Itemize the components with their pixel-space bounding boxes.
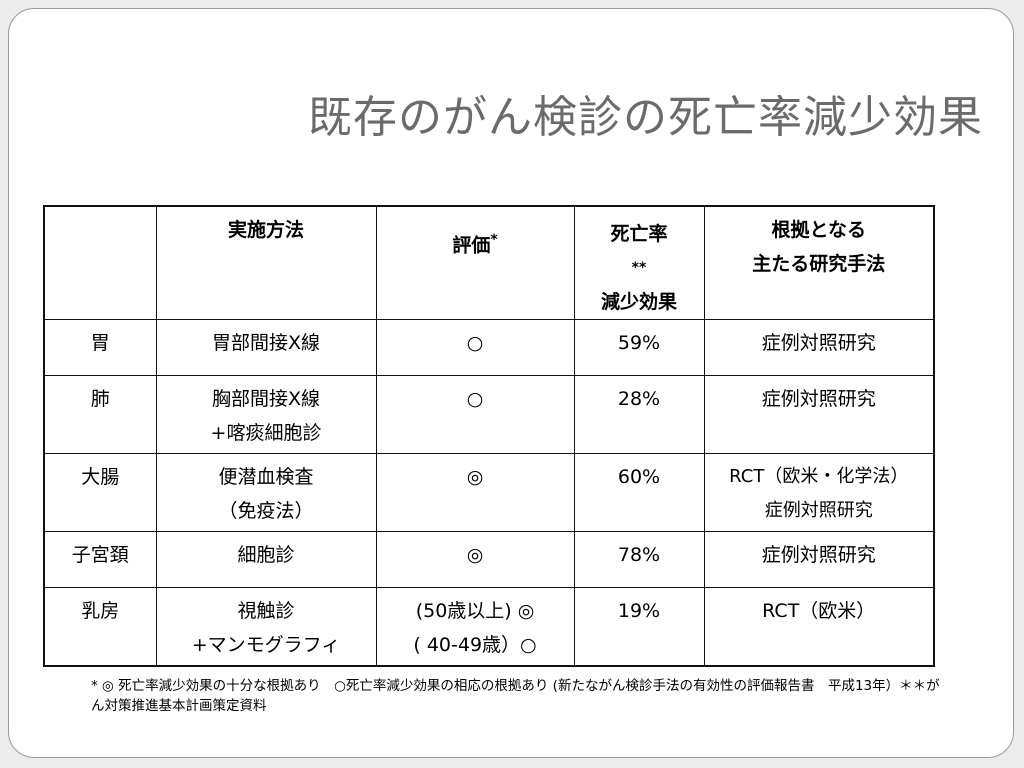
header-evaluation: 評価* xyxy=(375,205,575,320)
method-line: （免疫法） xyxy=(218,500,314,522)
basis-line: 症例対照研究 xyxy=(761,332,876,354)
site-cell: 大腸 xyxy=(43,453,157,532)
evaluation-cell: ○ xyxy=(375,319,575,376)
evaluation-mark: ○ xyxy=(466,388,484,410)
header-rate: 死亡率 ** 減少効果 xyxy=(573,205,705,320)
header-basis: 根拠となる 主たる研究手法 xyxy=(703,205,935,320)
basis-line: 症例対照研究 xyxy=(761,388,876,410)
site-cell: 胃 xyxy=(43,319,157,376)
rate-cell: 19% xyxy=(573,587,705,666)
header-rate-line2: 減少効果 xyxy=(600,291,677,313)
rate-cell: 59% xyxy=(573,319,705,376)
basis-cell: 症例対照研究 xyxy=(703,375,935,454)
method-cell: 細胞診 xyxy=(155,531,377,588)
header-site xyxy=(43,205,157,320)
site-cell: 子宮頚 xyxy=(43,531,157,588)
rate-cell: 60% xyxy=(573,453,705,532)
table-row: 胃 胃部間接X線 ○ 59% 症例対照研究 xyxy=(43,319,935,376)
basis-cell: 症例対照研究 xyxy=(703,531,935,588)
method-line: +喀痰細胞診 xyxy=(210,422,322,444)
site-cell: 肺 xyxy=(43,375,157,454)
basis-cell: RCT（欧米） xyxy=(703,587,935,666)
header-basis-line2: 主たる研究手法 xyxy=(752,253,886,275)
method-line: 便潜血検査 xyxy=(218,466,314,488)
method-cell: 胸部間接X線 +喀痰細胞診 xyxy=(155,375,377,454)
table-header-row: 実施方法 評価* 死亡率 ** 減少効果 根拠となる 主たる研究手法 xyxy=(43,205,935,320)
header-method: 実施方法 xyxy=(155,205,377,320)
header-rate-line1: 死亡率 xyxy=(610,223,668,245)
table-row: 乳房 視触診 +マンモグラフィ (50歳以上) ◎ ( 40-49歳）○ 19%… xyxy=(43,587,935,666)
method-line: 胃部間接X線 xyxy=(211,332,321,354)
evaluation-cell: ◎ xyxy=(375,531,575,588)
header-evaluation-sup: * xyxy=(490,232,498,248)
table-row: 子宮頚 細胞診 ◎ 78% 症例対照研究 xyxy=(43,531,935,588)
basis-cell: RCT（欧米・化学法） 症例対照研究 xyxy=(703,453,935,532)
evaluation-cell: ○ xyxy=(375,375,575,454)
table-row: 肺 胸部間接X線 +喀痰細胞診 ○ 28% 症例対照研究 xyxy=(43,375,935,454)
basis-cell: 症例対照研究 xyxy=(703,319,935,376)
rate-cell: 78% xyxy=(573,531,705,588)
evaluation-cell: (50歳以上) ◎ ( 40-49歳）○ xyxy=(375,587,575,666)
method-line: 細胞診 xyxy=(237,544,295,566)
evaluation-line: ( 40-49歳）○ xyxy=(413,634,537,656)
method-line: +マンモグラフィ xyxy=(191,634,341,656)
method-cell: 便潜血検査 （免疫法） xyxy=(155,453,377,532)
basis-line: RCT（欧米・化学法） xyxy=(729,466,909,487)
basis-line: RCT（欧米） xyxy=(762,600,876,622)
basis-line: 症例対照研究 xyxy=(764,500,873,521)
header-basis-line1: 根拠となる xyxy=(771,219,866,241)
site-cell: 乳房 xyxy=(43,587,157,666)
rate-cell: 28% xyxy=(573,375,705,454)
slide-frame: 既存のがん検診の死亡率減少効果 実施方法 評価* 死亡率 ** 減少効果 根拠とな… xyxy=(8,8,1014,758)
evaluation-line: (50歳以上) ◎ xyxy=(415,600,535,622)
method-cell: 視触診 +マンモグラフィ xyxy=(155,587,377,666)
evaluation-mark: ◎ xyxy=(466,544,484,566)
evaluation-mark: ○ xyxy=(466,332,484,354)
method-cell: 胃部間接X線 xyxy=(155,319,377,376)
table-row: 大腸 便潜血検査 （免疫法） ◎ 60% RCT（欧米・化学法） 症例対照研究 xyxy=(43,453,935,532)
header-rate-sup: ** xyxy=(631,260,647,276)
footnote: * ◎ 死亡率減少効果の十分な根拠あり ○死亡率減少効果の相応の根拠あり (新た… xyxy=(91,678,940,714)
method-line: 視触診 xyxy=(237,600,295,622)
basis-line: 症例対照研究 xyxy=(761,544,876,566)
screening-effect-table: 実施方法 評価* 死亡率 ** 減少効果 根拠となる 主たる研究手法 胃 胃部間接… xyxy=(43,205,935,667)
evaluation-cell: ◎ xyxy=(375,453,575,532)
slide-title: 既存のがん検診の死亡率減少効果 xyxy=(308,92,983,143)
evaluation-mark: ◎ xyxy=(466,466,484,488)
method-line: 胸部間接X線 xyxy=(211,388,321,410)
header-evaluation-label: 評価 xyxy=(452,234,491,257)
